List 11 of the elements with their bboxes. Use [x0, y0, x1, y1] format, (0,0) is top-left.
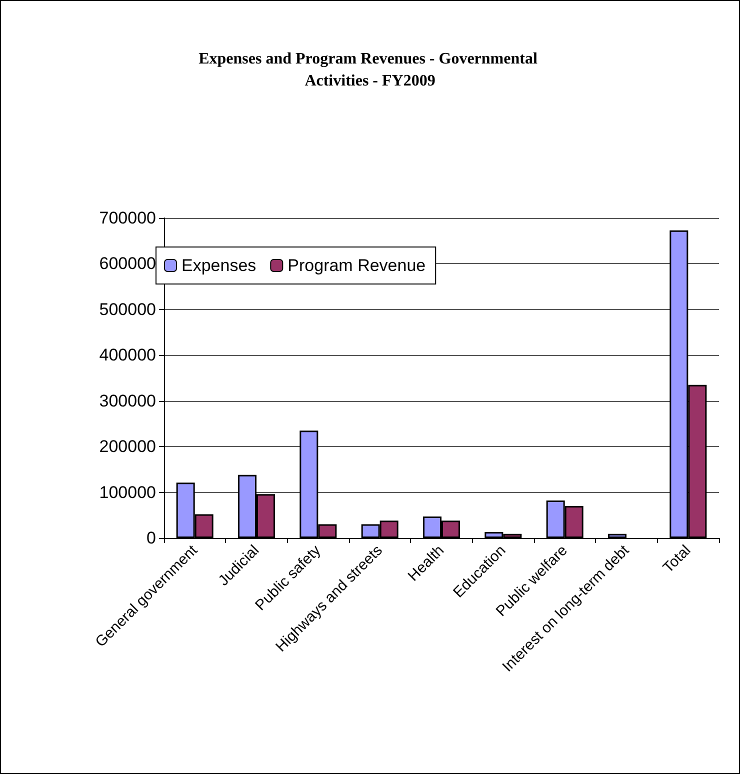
- y-tick-label: 500000: [99, 300, 156, 319]
- y-tick-label: 600000: [99, 254, 156, 274]
- legend-label: Program Revenue: [288, 256, 426, 275]
- legend-label: Expenses: [182, 256, 256, 275]
- y-tick-label: 100000: [99, 482, 156, 502]
- y-tick-label: 0: [146, 528, 156, 548]
- y-tick-label: 200000: [99, 437, 156, 456]
- y-tick-label: 400000: [99, 346, 156, 365]
- y-tick-label: 300000: [99, 391, 156, 410]
- y-tick-label: 700000: [99, 208, 156, 228]
- chart-title: Expenses and Program Revenues - Governmental Activities - FY2009: [198, 50, 542, 90]
